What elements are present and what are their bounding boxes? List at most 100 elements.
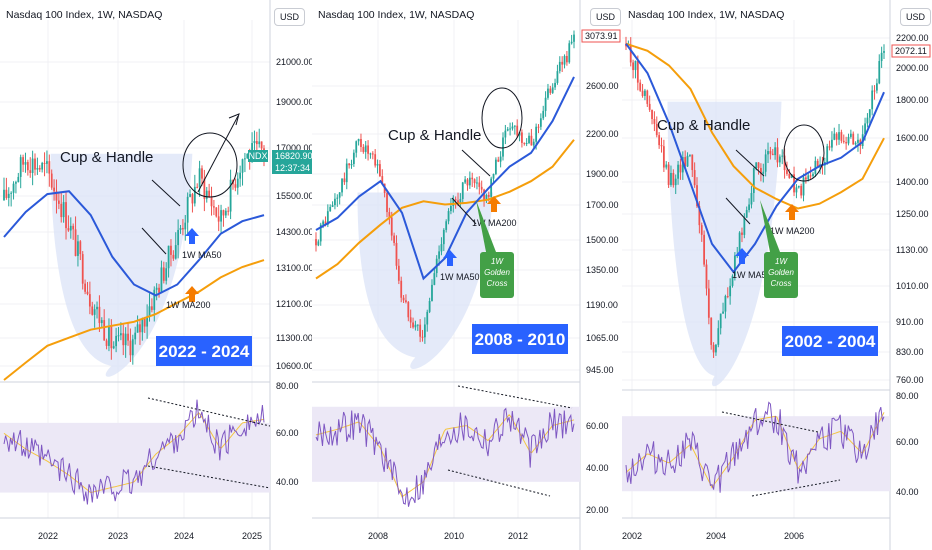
chart-panel-2022-2024[interactable]: Cup & Handle 1W MA50 1W MA200 2022 - 2024 2… — [0, 0, 313, 550]
currency-button[interactable]: USD — [900, 8, 932, 26]
candle-body — [79, 241, 82, 255]
candle-body — [81, 254, 84, 284]
candle-body — [518, 132, 521, 136]
ticker-tag-bg — [248, 150, 268, 162]
candle-body — [847, 136, 850, 144]
rsi-tick-label: 40.00 — [896, 487, 919, 497]
candle-body — [374, 154, 377, 166]
candle-body — [483, 189, 485, 201]
candle-body — [174, 245, 177, 259]
chart-panel-2002-2004[interactable]: Cup & Handle 1W MA50 1W MA200 1W Golden Cross… — [622, 0, 932, 550]
candle-body — [679, 164, 682, 173]
candle-body — [431, 284, 433, 302]
chart-panel-2008-2010[interactable]: Cup & Handle 1W MA50 1W MA200 1W Golden Cross… — [312, 0, 623, 550]
candle-body — [177, 229, 180, 246]
candle-body — [24, 162, 27, 165]
candle-body — [710, 317, 713, 345]
candle-body — [497, 159, 500, 162]
pattern-label: Cup & Handle — [388, 127, 481, 144]
period-label: 2022 - 2024 — [159, 342, 250, 361]
candle-body — [854, 142, 857, 145]
candle-body — [141, 318, 144, 333]
candle-body — [22, 157, 24, 165]
year-tick-label: 2006 — [784, 531, 804, 541]
candle-body — [112, 346, 115, 349]
pattern-label: Cup & Handle — [657, 117, 750, 134]
candle-body — [726, 296, 729, 298]
candle-body — [639, 82, 642, 91]
candle-body — [122, 333, 125, 346]
ma200-line — [315, 139, 575, 280]
period-label: 2002 - 2004 — [785, 332, 876, 351]
candle-body — [331, 205, 334, 207]
candle-body — [504, 130, 507, 138]
price-tick-label: 910.00 — [896, 317, 924, 327]
candle-body — [686, 155, 689, 167]
candle-body — [864, 123, 866, 135]
candle-body — [203, 178, 206, 199]
candle-body — [551, 87, 554, 93]
golden-cross-label: 1W — [491, 257, 504, 266]
last-price-bg — [272, 150, 312, 174]
candle-body — [117, 335, 120, 337]
chart-canvas[interactable]: Cup & Handle 1W MA50 1W MA200 2022 - 2024 2… — [0, 0, 312, 550]
candle-body — [764, 154, 767, 172]
candle-body — [523, 142, 526, 144]
countdown-label: 12:37:34 — [275, 163, 310, 173]
candle-body — [7, 193, 10, 198]
candle-body — [5, 189, 8, 198]
candle-body — [148, 306, 151, 318]
candle-body — [181, 228, 184, 230]
candle-body — [98, 306, 101, 324]
candle-body — [179, 228, 182, 230]
candle-body — [662, 146, 665, 168]
candle-body — [755, 162, 758, 169]
candle-body — [319, 224, 322, 242]
candle-body — [468, 177, 471, 186]
candle-body — [139, 324, 141, 333]
candle-body — [234, 184, 237, 188]
candle-body — [450, 206, 452, 212]
candle-body — [193, 186, 196, 204]
candle-body — [426, 311, 429, 325]
candle-body — [733, 255, 736, 276]
candle-body — [324, 221, 327, 225]
ma50-label: 1W MA50 — [182, 250, 222, 260]
candle-body — [660, 145, 663, 147]
candle-body — [369, 153, 372, 155]
chart-canvas[interactable]: Cup & Handle 1W MA50 1W MA200 1W Golden Cross… — [312, 0, 622, 550]
currency-button[interactable]: USD — [590, 8, 622, 26]
candle-body — [776, 147, 779, 163]
last-price-bg — [581, 29, 621, 43]
candle-body — [665, 164, 668, 168]
candle-body — [345, 163, 348, 183]
candle-body — [707, 288, 710, 318]
candle-body — [364, 145, 367, 152]
candle-body — [509, 128, 511, 130]
candle-body — [700, 225, 703, 235]
candle-body — [651, 109, 653, 120]
rsi-line — [315, 407, 575, 507]
chart-title: Nasdaq 100 Index, 1W, NASDAQ — [6, 9, 163, 21]
rsi-channel-line — [721, 411, 819, 433]
candle-body — [632, 62, 635, 71]
candle-body — [563, 55, 566, 65]
candle-body — [769, 151, 772, 154]
candle-body — [731, 275, 734, 286]
candle-body — [478, 182, 481, 187]
currency-button[interactable]: USD — [274, 8, 306, 26]
candle-body — [457, 200, 459, 203]
candle-body — [26, 162, 29, 171]
candle-body — [217, 216, 220, 222]
ma200-arrow-icon — [487, 196, 501, 212]
candle-body — [222, 210, 225, 216]
candle-body — [367, 145, 369, 154]
candle-body — [205, 190, 208, 199]
year-tick-label: 2008 — [368, 531, 388, 541]
chart-canvas[interactable]: Cup & Handle 1W MA50 1W MA200 1W Golden Cross… — [622, 0, 932, 550]
candle-body — [423, 324, 426, 338]
candle-body — [343, 178, 346, 183]
rsi-channel-line — [751, 479, 841, 497]
price-tick-label: 2000.00 — [896, 63, 929, 73]
candle-body — [88, 294, 91, 307]
